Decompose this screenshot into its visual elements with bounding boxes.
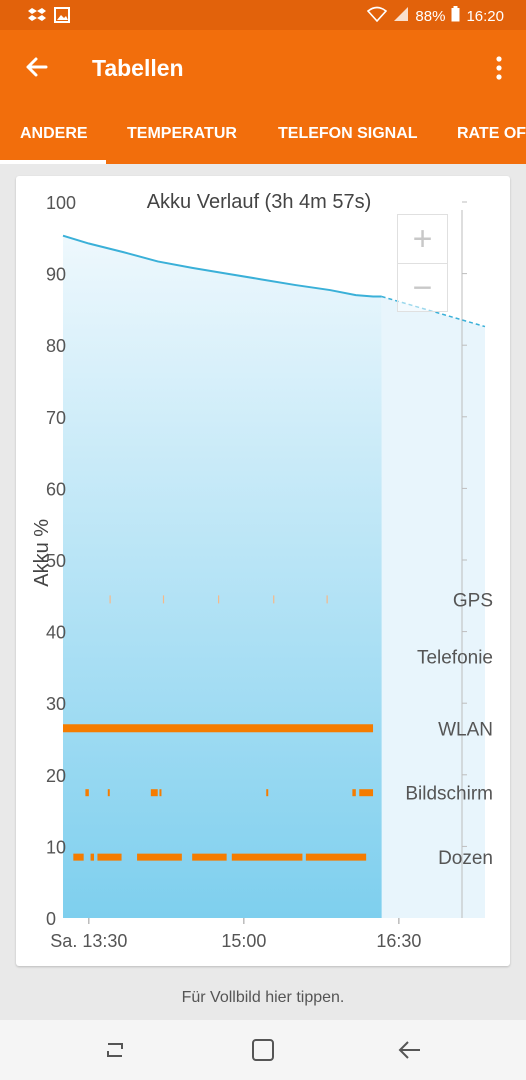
x-tick-label: 16:30 [376, 931, 421, 951]
home-icon[interactable] [248, 1036, 278, 1064]
activity-segment-dozen [90, 853, 95, 861]
recent-apps-icon[interactable] [100, 1036, 130, 1064]
activity-segment-bildschirm [150, 789, 158, 797]
overflow-menu-icon[interactable] [494, 54, 504, 82]
activity-tick-gps [273, 595, 275, 604]
activity-tick-gps [162, 595, 165, 604]
y-tick-label: 80 [46, 336, 66, 356]
activity-segment-dozen [231, 853, 303, 861]
activity-label-telefonie: Telefonie [417, 648, 493, 669]
tab-andere[interactable]: ANDERE [20, 125, 88, 142]
tab-telefon-signal[interactable]: TELEFON SIGNAL [278, 125, 418, 142]
chart-title: Akku Verlauf (3h 4m 57s) [147, 191, 372, 213]
activity-segment-dozen [97, 853, 122, 861]
activity-segment-dozen [137, 853, 182, 861]
activity-segment-bildschirm [266, 789, 269, 797]
activity-segment-bildschirm [359, 789, 374, 797]
back-arrow-icon[interactable] [22, 52, 52, 82]
y-tick-label: 100 [46, 193, 76, 213]
tab-temperatur[interactable]: TEMPERATUR [127, 125, 237, 142]
battery-icon [451, 6, 460, 26]
y-tick-label: 60 [46, 479, 66, 499]
activity-bar-wlan [63, 724, 374, 733]
active-tab-indicator [0, 160, 106, 164]
battery-chart: 0 10 20 30 40 50 60 70 80 90 100 Akku % Sa. 13:30 15:… [31, 191, 493, 951]
activity-tick-gps [109, 595, 111, 604]
wifi-icon [367, 6, 388, 26]
y-tick-label: 10 [46, 837, 66, 857]
battery-line [62, 234, 382, 298]
navigation-bar [0, 1020, 526, 1080]
zoom-in-button[interactable]: + [412, 219, 433, 258]
app-bar: Tabellen [0, 30, 526, 106]
y-axis-label: Akku % [31, 519, 53, 587]
y-tick-label: 40 [46, 623, 66, 643]
chart-card[interactable]: 0 10 20 30 40 50 60 70 80 90 100 Akku % Sa. 13:30 15:… [16, 176, 510, 966]
y-tick-label: 0 [46, 909, 56, 929]
y-tick-label: 50 [46, 551, 66, 571]
fullscreen-hint[interactable]: Für Vollbild hier tippen. [181, 989, 345, 1006]
activity-tick-gps [326, 595, 328, 604]
back-nav-icon[interactable] [395, 1036, 425, 1064]
prediction-area [381, 296, 485, 919]
activity-segment-dozen [192, 853, 227, 861]
signal-icon [393, 6, 409, 26]
status-bar: 88% 16:20 [0, 0, 526, 30]
activity-segment-bildschirm [159, 789, 162, 797]
y-tick-label: 70 [46, 408, 66, 428]
activity-label-wlan: WLAN [438, 719, 493, 740]
activity-segment-bildschirm [85, 789, 89, 797]
clock: 16:20 [466, 7, 504, 25]
activity-label-bildschirm: Bildschirm [405, 784, 493, 805]
activity-label-gps: GPS [453, 590, 493, 611]
page-title: Tabellen [92, 55, 184, 81]
battery-percent: 88% [415, 7, 446, 25]
battery-area [63, 235, 382, 919]
activity-segment-dozen [73, 853, 84, 861]
activity-tick-gps [218, 595, 220, 604]
y-tick-label: 20 [46, 766, 66, 786]
x-tick-label: Sa. 13:30 [50, 931, 127, 951]
tab-rate-of[interactable]: RATE OF [457, 125, 526, 142]
dropbox-icon [28, 7, 46, 27]
y-tick-label: 90 [46, 265, 66, 285]
zoom-out-button[interactable]: − [398, 263, 447, 312]
activity-segment-bildschirm [352, 789, 356, 797]
x-tick-label: 15:00 [221, 931, 266, 951]
activity-segment-dozen [305, 853, 367, 861]
activity-segment-bildschirm [107, 789, 110, 797]
image-icon [54, 7, 70, 27]
zoom-control: + − [397, 214, 448, 312]
activity-label-dozen: Dozen [438, 848, 493, 869]
y-tick-label: 30 [46, 694, 66, 714]
tab-bar: ANDERE TEMPERATUR TELEFON SIGNAL RATE OF [0, 106, 526, 164]
